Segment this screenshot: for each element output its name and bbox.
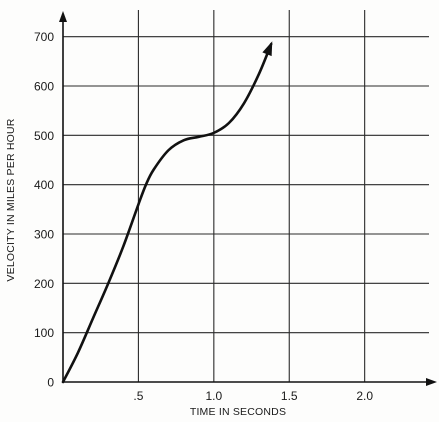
x-tick-label: .5: [133, 389, 143, 403]
x-tick-label: 1.0: [205, 389, 222, 403]
y-tick-label: 300: [34, 228, 54, 242]
y-tick-label: 600: [34, 80, 54, 94]
y-tick-label: 700: [34, 30, 54, 44]
y-axis-title: VELOCITY IN MILES PER HOUR: [5, 118, 17, 281]
x-tick-label: 2.0: [356, 389, 373, 403]
tick-labels: 0 100 200 300 400 500 600 700 .5 1.0 1.5 2.0: [34, 30, 373, 403]
y-tick-label: 100: [34, 326, 54, 340]
curve-arrowhead: [262, 41, 273, 57]
axes: [59, 11, 437, 386]
y-tick-label: 0: [47, 376, 54, 390]
velocity-curve: [61, 42, 273, 384]
y-tick-label: 500: [34, 129, 54, 143]
grid: [63, 10, 429, 382]
y-tick-label: 400: [34, 178, 54, 192]
x-axis-title: TIME IN SECONDS: [190, 406, 286, 418]
x-axis-arrow: [426, 378, 437, 386]
series-layer: [61, 41, 273, 384]
y-tick-label: 200: [34, 277, 54, 291]
y-axis-arrow: [59, 11, 67, 22]
x-tick-label: 1.5: [281, 389, 298, 403]
